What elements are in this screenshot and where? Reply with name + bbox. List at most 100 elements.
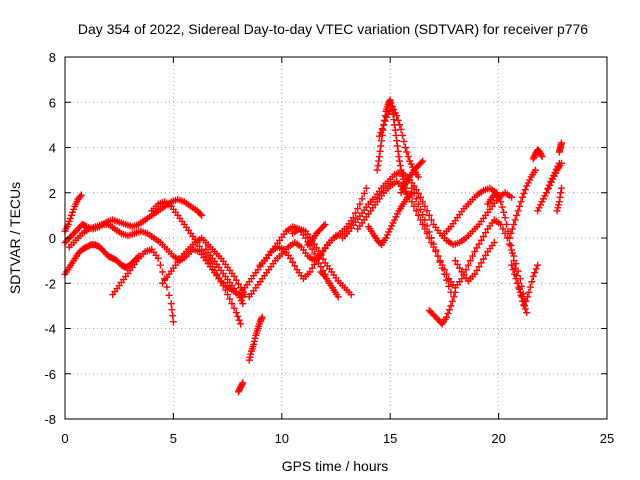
- data-point: [376, 147, 384, 155]
- data-point: [310, 240, 318, 248]
- data-point: [320, 271, 328, 279]
- data-point: [232, 309, 240, 317]
- data-point: [508, 261, 516, 269]
- data-point: [453, 260, 461, 268]
- series-arc-15: [317, 268, 342, 301]
- data-point: [451, 288, 459, 296]
- data-point: [317, 251, 325, 259]
- data-point: [445, 306, 453, 314]
- data-point: [498, 203, 506, 211]
- data-point: [520, 301, 528, 309]
- data-point: [76, 193, 84, 201]
- data-point: [417, 205, 425, 213]
- data-point: [394, 147, 402, 155]
- data-point: [525, 288, 533, 296]
- data-point: [477, 236, 485, 244]
- data-point: [217, 278, 225, 286]
- data-point: [352, 209, 360, 217]
- data-point: [510, 257, 518, 265]
- data-point: [417, 159, 425, 167]
- data-point: [380, 121, 388, 129]
- series-arc-6: [148, 198, 245, 328]
- series-arc-25: [440, 184, 500, 237]
- data-point: [156, 261, 164, 269]
- data-point: [408, 198, 416, 206]
- data-point: [425, 211, 433, 219]
- data-point: [395, 153, 403, 161]
- data-point: [375, 153, 383, 161]
- data-point: [529, 272, 537, 280]
- data-point: [556, 193, 564, 201]
- series-arc-23: [408, 184, 455, 296]
- data-point: [427, 234, 435, 242]
- data-point: [490, 239, 498, 247]
- data-point: [534, 261, 542, 269]
- data-point: [555, 198, 563, 206]
- data-point: [312, 254, 320, 262]
- data-point: [406, 190, 414, 198]
- data-point: [163, 283, 171, 291]
- data-point: [471, 270, 479, 278]
- series-arc-20: [375, 103, 422, 181]
- data-point: [241, 291, 249, 299]
- data-point: [360, 190, 368, 198]
- data-point: [434, 252, 442, 260]
- data-point: [524, 293, 532, 301]
- data-point: [448, 297, 456, 305]
- series-arc-2: [61, 241, 143, 278]
- data-point: [412, 207, 420, 215]
- data-point: [516, 202, 524, 210]
- data-point: [447, 302, 455, 310]
- data-point: [438, 264, 446, 272]
- data-point: [532, 265, 540, 273]
- data-point: [444, 309, 452, 317]
- data-point: [521, 302, 529, 310]
- data-point: [165, 291, 173, 299]
- data-point: [423, 222, 431, 230]
- data-point: [475, 240, 483, 248]
- x-tick-label: 5: [170, 431, 177, 446]
- data-point: [412, 186, 420, 194]
- series-arc-17: [339, 168, 516, 249]
- data-point: [515, 284, 523, 292]
- data-point: [239, 300, 247, 308]
- data-point: [307, 238, 315, 246]
- data-point: [518, 193, 526, 201]
- data-point: [393, 137, 401, 145]
- data-point: [471, 248, 479, 256]
- data-point: [451, 257, 459, 265]
- data-point: [215, 274, 223, 282]
- y-tick-label: -6: [44, 367, 56, 382]
- data-point: [239, 379, 247, 387]
- data-point: [396, 162, 404, 170]
- data-point: [235, 316, 243, 324]
- data-point: [347, 291, 355, 299]
- data-point: [289, 258, 297, 266]
- data-point: [458, 275, 466, 283]
- series-arc-19: [373, 96, 412, 201]
- data-point: [302, 234, 310, 242]
- data-point: [81, 222, 89, 230]
- data-point: [378, 137, 386, 145]
- data-point: [332, 232, 340, 240]
- data-point: [507, 229, 515, 237]
- data-point: [306, 268, 314, 276]
- data-point: [232, 276, 240, 284]
- data-point: [320, 222, 328, 230]
- series-arc-33: [555, 139, 565, 156]
- data-point: [308, 264, 316, 272]
- data-point: [377, 142, 385, 150]
- data-markers: [61, 96, 565, 396]
- data-point: [226, 295, 234, 303]
- data-point: [291, 262, 299, 270]
- data-point: [421, 202, 429, 210]
- data-point: [479, 232, 487, 240]
- data-point: [349, 214, 357, 222]
- data-point: [390, 116, 398, 124]
- data-point: [196, 210, 204, 218]
- data-point: [419, 157, 427, 165]
- data-point: [443, 276, 451, 284]
- series-arc-32: [544, 159, 565, 192]
- data-point: [473, 266, 481, 274]
- data-point: [321, 220, 329, 228]
